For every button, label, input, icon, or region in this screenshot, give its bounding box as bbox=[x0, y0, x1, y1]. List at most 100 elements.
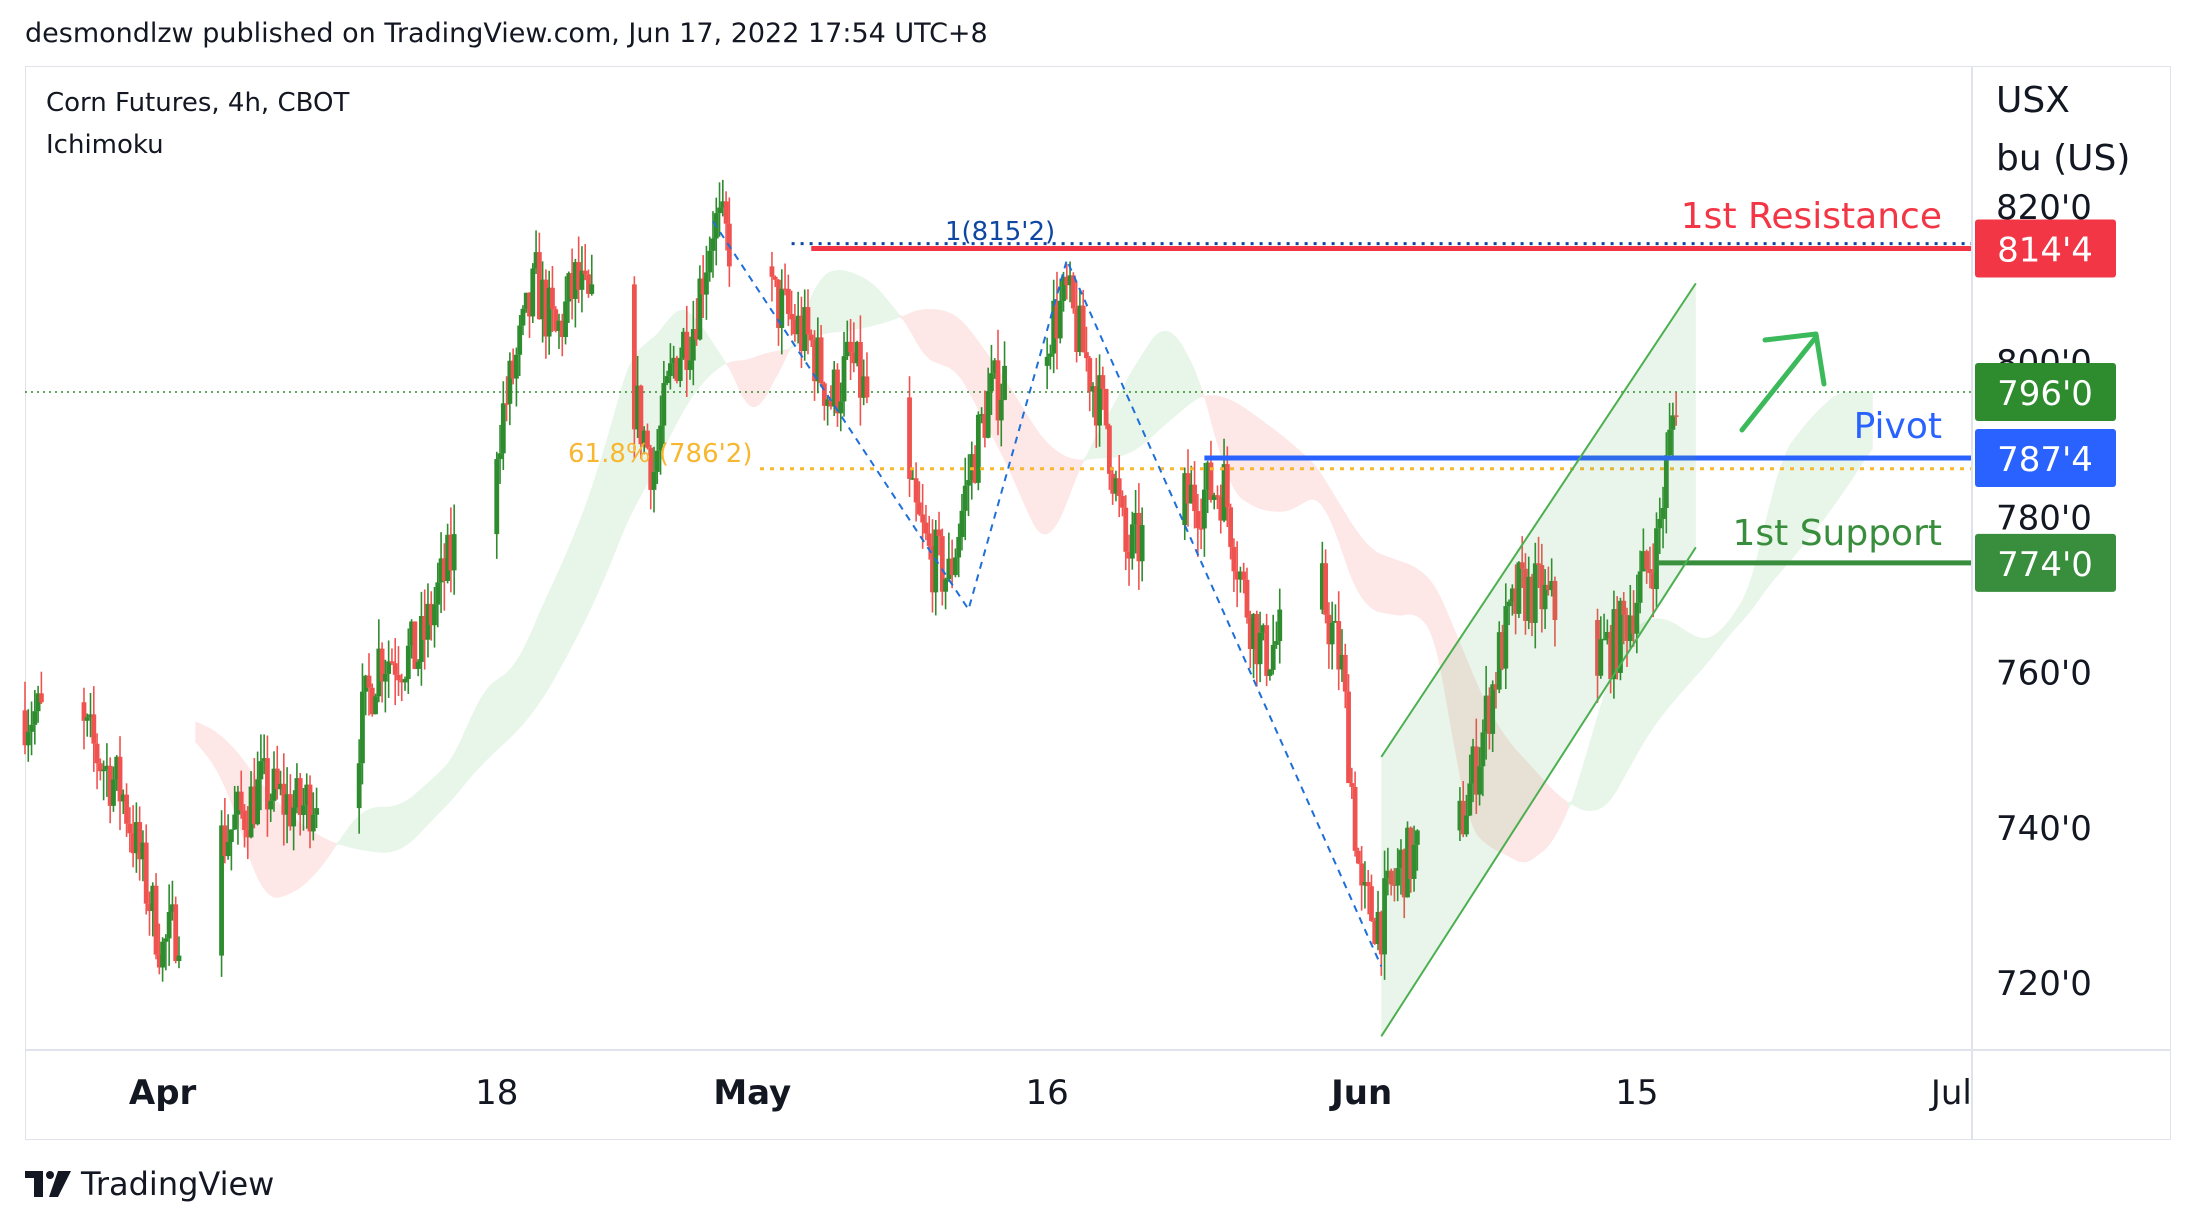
candle-body bbox=[533, 252, 539, 269]
fib-zigzag bbox=[712, 220, 1383, 967]
candle-body bbox=[1057, 300, 1063, 339]
candle-body bbox=[1241, 571, 1247, 580]
candle-body bbox=[1100, 375, 1106, 389]
candle-body bbox=[1362, 882, 1368, 886]
legend-indicator[interactable]: Ichimoku bbox=[46, 130, 164, 160]
candle-body bbox=[114, 756, 120, 780]
candle-body bbox=[858, 341, 863, 398]
candle-body bbox=[1116, 478, 1122, 496]
candle-body bbox=[258, 761, 264, 780]
candle-body bbox=[907, 397, 912, 479]
candle-body bbox=[153, 885, 159, 955]
candle-body bbox=[949, 558, 955, 576]
candle-body bbox=[789, 313, 795, 320]
candle-body bbox=[818, 337, 824, 384]
candle-body bbox=[1398, 849, 1404, 869]
candle-body bbox=[821, 383, 827, 406]
candle-body bbox=[415, 662, 421, 669]
cloud-segment bbox=[1083, 330, 1202, 463]
candle-body bbox=[150, 885, 156, 912]
candle-body bbox=[1123, 507, 1129, 552]
candle-body bbox=[32, 711, 38, 725]
candle-body bbox=[1477, 766, 1482, 795]
candle-body bbox=[930, 545, 935, 593]
candle-body bbox=[586, 274, 591, 294]
candle-body bbox=[1545, 584, 1551, 591]
candle-body bbox=[386, 661, 392, 674]
candle-body bbox=[1670, 415, 1676, 430]
candle-body bbox=[1365, 882, 1371, 887]
candle-body bbox=[1326, 614, 1332, 645]
candle-body bbox=[412, 621, 418, 669]
channel-upper-line bbox=[1380, 282, 1697, 758]
candle-body bbox=[294, 778, 300, 808]
candle-body bbox=[723, 201, 729, 224]
candle-body bbox=[1260, 625, 1266, 633]
candle-body bbox=[376, 648, 382, 697]
candle-body bbox=[527, 292, 532, 317]
candle-body bbox=[1106, 425, 1112, 474]
candle-body bbox=[409, 621, 414, 646]
candle-body bbox=[563, 301, 568, 338]
candle-body bbox=[1126, 551, 1132, 559]
cloud-segment bbox=[336, 309, 727, 853]
candle-body bbox=[690, 329, 696, 361]
candle-body bbox=[1251, 614, 1256, 650]
candle-body bbox=[245, 829, 251, 838]
candle-body bbox=[667, 363, 673, 377]
candle-body bbox=[1070, 275, 1076, 309]
candle-body bbox=[500, 403, 506, 454]
candle-body bbox=[176, 955, 182, 961]
candle-body bbox=[523, 292, 529, 309]
candle-body bbox=[1267, 669, 1273, 676]
candle-body bbox=[448, 534, 454, 571]
candle-body bbox=[88, 714, 93, 718]
cloud-segment bbox=[195, 721, 337, 898]
legend-symbol[interactable]: Corn Futures, 4h, CBOT bbox=[46, 88, 350, 118]
candle-body bbox=[936, 529, 942, 537]
drawings: 1st Resistance Pivot 1st Support 1(815'2) 61… bbox=[568, 196, 1971, 1037]
candle-body bbox=[117, 756, 123, 802]
candle-body bbox=[1264, 625, 1270, 676]
price-tick-label: 760'0 bbox=[1996, 654, 2092, 694]
candle-body bbox=[514, 354, 519, 379]
candle-body bbox=[1061, 276, 1066, 301]
candle-body bbox=[402, 678, 408, 683]
candle-body bbox=[946, 558, 952, 580]
time-tick-label: May bbox=[713, 1073, 791, 1113]
candle-body bbox=[923, 522, 929, 534]
candle-body bbox=[1483, 695, 1489, 733]
candle-body bbox=[428, 603, 434, 626]
candle-body bbox=[1048, 353, 1053, 357]
candle-body bbox=[1198, 528, 1204, 530]
candle-body bbox=[835, 369, 840, 414]
candle-body bbox=[1359, 863, 1365, 886]
candle-body bbox=[992, 360, 998, 374]
fib-100-label: 1(815'2) bbox=[945, 217, 1055, 247]
time-tick-label: Jun bbox=[1329, 1073, 1392, 1113]
candle-body bbox=[1192, 484, 1197, 512]
resistance-level-label: 1st Resistance bbox=[1681, 196, 1942, 237]
candle-body bbox=[1342, 654, 1348, 692]
candle-body bbox=[966, 480, 971, 486]
candle-body bbox=[825, 399, 831, 406]
price-tick-label: 720'0 bbox=[1996, 964, 2092, 1004]
candle-body bbox=[975, 414, 981, 483]
chart-frame bbox=[25, 66, 2171, 1140]
candle-body bbox=[291, 807, 297, 827]
candle-body bbox=[795, 315, 801, 335]
candle-body bbox=[360, 691, 365, 764]
candle-body bbox=[769, 266, 775, 277]
channel-lower-line bbox=[1380, 546, 1697, 1037]
candle-body bbox=[140, 842, 146, 860]
candle-body bbox=[1067, 275, 1073, 286]
footer-brand[interactable]: TradingView bbox=[25, 1165, 274, 1203]
candle-body bbox=[517, 325, 523, 355]
candle-body bbox=[1608, 631, 1614, 680]
candle-body bbox=[107, 765, 113, 806]
candle-body bbox=[782, 288, 788, 291]
time-tick-label: 16 bbox=[1026, 1073, 1069, 1113]
candle-body bbox=[242, 810, 247, 830]
